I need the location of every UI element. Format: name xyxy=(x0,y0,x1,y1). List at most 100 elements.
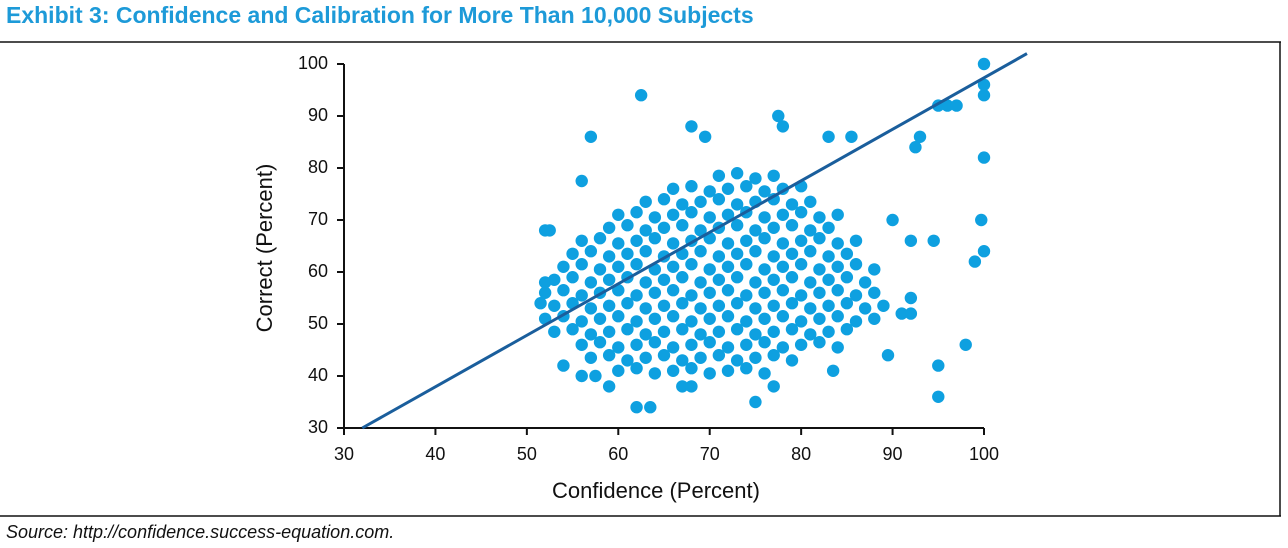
point xyxy=(749,328,762,341)
point xyxy=(612,237,625,250)
point xyxy=(849,315,863,328)
point xyxy=(666,310,680,323)
point xyxy=(758,185,771,198)
point xyxy=(593,263,607,276)
point xyxy=(703,263,716,276)
point xyxy=(703,336,716,349)
point xyxy=(730,198,744,211)
point xyxy=(767,325,780,338)
point xyxy=(840,247,854,260)
point xyxy=(721,364,735,377)
point xyxy=(639,276,652,289)
x-tick-label: 30 xyxy=(334,444,354,464)
x-tick-label: 60 xyxy=(608,444,628,464)
y-tick-label: 70 xyxy=(308,209,328,229)
point xyxy=(685,206,698,219)
x-tick-label: 100 xyxy=(969,444,999,464)
point xyxy=(694,328,707,341)
y-tick-label: 40 xyxy=(308,365,328,385)
y-tick-label: 90 xyxy=(308,105,328,125)
point xyxy=(602,273,616,286)
point xyxy=(534,297,547,310)
point xyxy=(584,328,598,341)
point xyxy=(977,245,991,258)
point xyxy=(975,213,988,227)
point xyxy=(666,237,680,250)
point xyxy=(804,195,817,208)
point xyxy=(721,341,735,354)
point xyxy=(612,364,625,377)
point xyxy=(703,211,716,224)
point xyxy=(666,284,680,297)
point xyxy=(749,224,762,237)
point xyxy=(648,336,662,349)
point xyxy=(977,89,991,102)
point xyxy=(584,276,598,289)
point xyxy=(858,276,872,289)
point xyxy=(822,299,835,312)
point xyxy=(868,286,881,299)
point xyxy=(648,286,662,299)
point xyxy=(904,234,918,247)
point xyxy=(822,325,835,338)
point xyxy=(648,367,662,380)
y-tick-label: 100 xyxy=(298,53,328,73)
point xyxy=(676,219,689,232)
x-tick-label: 50 xyxy=(517,444,537,464)
point xyxy=(785,354,799,367)
point xyxy=(584,245,598,258)
point xyxy=(813,336,826,349)
point xyxy=(849,289,863,302)
point xyxy=(657,273,671,286)
point xyxy=(749,395,762,409)
point xyxy=(941,99,954,112)
point xyxy=(698,130,712,143)
point xyxy=(868,263,881,276)
point xyxy=(849,234,863,247)
point xyxy=(676,271,689,284)
x-tick-label: 90 xyxy=(883,444,903,464)
point xyxy=(657,349,671,362)
point xyxy=(840,271,854,284)
point xyxy=(575,174,588,188)
point xyxy=(543,224,556,237)
point xyxy=(831,208,844,221)
point xyxy=(593,312,607,325)
point xyxy=(648,312,662,325)
point xyxy=(584,130,598,143)
point xyxy=(776,341,790,354)
point xyxy=(630,234,643,247)
point xyxy=(685,180,698,193)
point xyxy=(822,130,835,143)
point xyxy=(602,250,616,263)
x-tick-label: 80 xyxy=(791,444,811,464)
y-tick-label: 50 xyxy=(308,313,328,333)
point xyxy=(767,380,780,393)
point xyxy=(694,276,707,289)
point xyxy=(776,284,790,297)
point xyxy=(721,237,735,250)
point xyxy=(657,221,671,234)
point xyxy=(932,390,945,403)
point xyxy=(694,302,707,315)
point xyxy=(648,232,662,245)
point xyxy=(557,284,570,297)
point xyxy=(612,260,625,273)
point xyxy=(758,312,771,325)
point xyxy=(886,213,899,227)
point xyxy=(621,354,634,367)
point xyxy=(950,99,963,112)
point xyxy=(776,310,790,323)
point xyxy=(749,351,762,364)
point xyxy=(826,364,840,377)
point xyxy=(845,130,858,143)
point xyxy=(548,325,561,338)
point xyxy=(804,328,817,341)
point xyxy=(785,247,799,260)
x-axis-label: Confidence (Percent) xyxy=(552,478,760,503)
point xyxy=(602,299,616,312)
point xyxy=(557,359,570,372)
point xyxy=(776,237,790,250)
point xyxy=(694,351,707,364)
point xyxy=(630,338,643,351)
